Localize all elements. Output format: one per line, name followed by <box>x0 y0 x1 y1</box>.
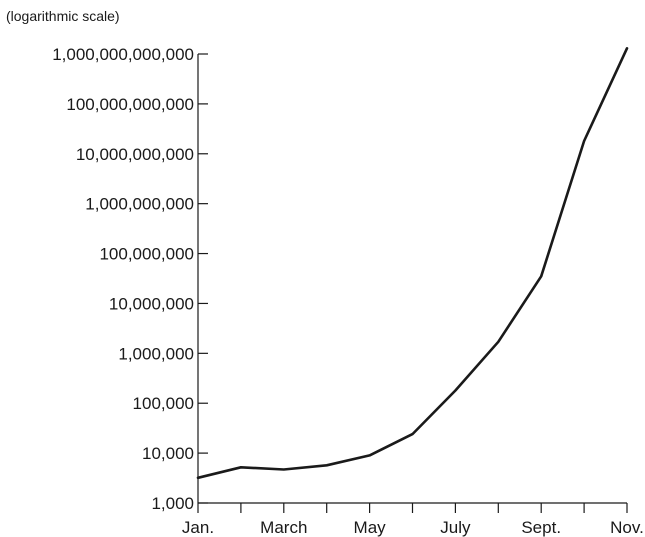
x-tick-label: Nov. <box>610 518 644 537</box>
scale-note: (logarithmic scale) <box>6 8 120 24</box>
y-axis: 1,000 10,000 100,000 1,000,000 10,000,000 100… <box>52 45 208 513</box>
series-group <box>196 46 629 480</box>
y-tick-label: 100,000 <box>133 394 194 413</box>
x-axis: Jan. March May July Sept. Nov. <box>182 502 644 537</box>
x-tick-label: March <box>260 518 307 537</box>
series-line <box>196 46 629 480</box>
y-tick-label: 1,000,000 <box>118 344 194 363</box>
y-tick-label: 1,000,000,000,000 <box>52 45 194 64</box>
y-tick-label: 10,000,000 <box>109 294 194 313</box>
y-tick-label: 1,000 <box>151 494 194 513</box>
y-tick-label: 10,000 <box>142 444 194 463</box>
x-tick-label: Jan. <box>182 518 214 537</box>
x-tick-label: May <box>354 518 387 537</box>
y-tick-label: 1,000,000,000 <box>85 195 194 214</box>
y-tick-label: 100,000,000,000 <box>66 95 194 114</box>
y-tick-label: 100,000,000 <box>99 245 194 264</box>
y-tick-label: 10,000,000,000 <box>76 145 194 164</box>
x-tick-label: July <box>440 518 471 537</box>
x-tick-label: Sept. <box>521 518 561 537</box>
